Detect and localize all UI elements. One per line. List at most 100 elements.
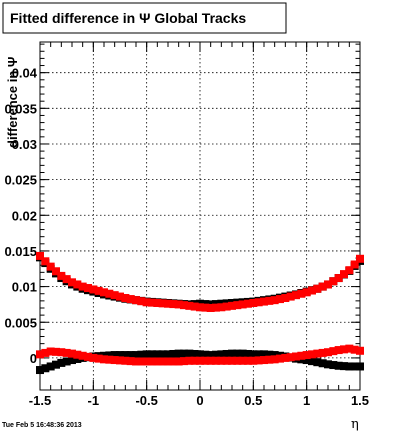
data-point xyxy=(84,352,92,361)
data-point xyxy=(270,351,279,360)
x-tick-labels: -1.5 -1 -0.5 0 0.5 1 1.5 xyxy=(29,393,369,408)
x-tick-label: 1.5 xyxy=(351,393,369,408)
data-point xyxy=(244,349,252,358)
timestamp: Tue Feb 5 16:48:36 2013 xyxy=(2,422,82,429)
data-point xyxy=(89,285,98,294)
data-point xyxy=(46,362,55,371)
data-point xyxy=(110,351,119,360)
data-point xyxy=(41,257,50,266)
data-point xyxy=(68,356,76,365)
data-point xyxy=(100,288,108,297)
y-tick-label: 0.03 xyxy=(12,137,37,152)
data-point xyxy=(142,357,151,366)
data-point xyxy=(356,254,364,263)
data-point xyxy=(276,354,284,363)
data-point xyxy=(286,353,295,362)
x-tick-label: 0.5 xyxy=(244,393,262,408)
title-box xyxy=(2,2,287,34)
data-point xyxy=(78,351,87,360)
series-3 xyxy=(36,344,364,366)
data-point xyxy=(260,356,268,365)
data-point xyxy=(142,350,151,359)
data-point xyxy=(110,291,119,300)
data-point xyxy=(158,357,167,366)
data-point xyxy=(260,297,268,306)
data-point xyxy=(190,349,199,358)
data-point xyxy=(116,356,124,365)
data-point xyxy=(180,349,188,358)
x-tick-label: 0 xyxy=(196,393,203,408)
data-point xyxy=(201,356,210,365)
data-point xyxy=(190,302,199,311)
data-point xyxy=(324,280,332,289)
series-1 xyxy=(36,251,364,312)
data-point xyxy=(292,291,300,300)
y-tick-labels: 0 0.005 0.01 0.015 0.02 0.025 0.03 0.035 0.04 xyxy=(4,66,37,366)
data-point xyxy=(126,351,135,360)
x-axis-label: η xyxy=(351,417,359,432)
data-point xyxy=(94,286,103,295)
data-point xyxy=(334,361,343,370)
y-tick-label: 0.015 xyxy=(4,244,37,259)
data-point xyxy=(36,251,44,260)
data-point xyxy=(52,360,60,369)
data-point xyxy=(228,349,236,358)
data-point xyxy=(286,292,295,301)
data-point xyxy=(164,299,172,308)
data-point xyxy=(201,350,210,359)
data-point xyxy=(233,301,242,310)
y-tick-label: 0.025 xyxy=(4,173,37,188)
x-tick-label: 1 xyxy=(303,393,310,408)
data-point xyxy=(313,358,322,367)
data-point xyxy=(62,275,71,284)
data-point xyxy=(105,351,114,360)
data-point xyxy=(345,344,354,353)
data-point xyxy=(302,288,311,297)
data-point xyxy=(292,352,300,361)
data-point xyxy=(41,364,50,373)
data-point xyxy=(196,356,204,365)
data-point xyxy=(222,356,231,365)
data-point xyxy=(334,346,343,355)
data-point xyxy=(318,282,327,291)
data-point xyxy=(68,278,76,287)
data-point xyxy=(318,348,327,357)
data-point xyxy=(212,303,220,312)
data-point xyxy=(281,353,290,362)
data-point xyxy=(121,356,130,365)
data-point xyxy=(238,300,247,309)
data-point xyxy=(212,350,220,359)
data-point xyxy=(94,354,103,363)
data-point xyxy=(228,356,236,365)
y-tick-label: 0.005 xyxy=(4,315,37,330)
data-point xyxy=(180,357,188,366)
data-point xyxy=(153,299,162,307)
data-point xyxy=(356,362,364,371)
data-point xyxy=(148,357,156,366)
data-point xyxy=(185,301,194,310)
data-point xyxy=(105,289,114,298)
data-point xyxy=(180,301,188,310)
data-point xyxy=(121,294,130,303)
data-point xyxy=(249,299,258,307)
data-point xyxy=(206,356,215,365)
data-point xyxy=(41,348,50,357)
data-point xyxy=(260,350,268,359)
data-point xyxy=(132,351,140,360)
x-tick-label: -1.5 xyxy=(29,393,51,408)
data-point xyxy=(254,350,263,359)
data-point xyxy=(185,349,194,358)
data-point xyxy=(329,347,338,356)
data-point xyxy=(233,356,242,365)
data-point xyxy=(57,348,66,357)
data-point xyxy=(153,350,162,359)
data-point xyxy=(84,284,92,293)
data-point xyxy=(244,299,252,308)
data-point xyxy=(308,357,316,366)
data-point xyxy=(340,362,348,371)
data-point xyxy=(238,356,247,365)
data-point xyxy=(302,356,311,365)
data-point xyxy=(62,348,71,357)
data-point xyxy=(350,260,359,269)
data-point xyxy=(105,355,114,364)
